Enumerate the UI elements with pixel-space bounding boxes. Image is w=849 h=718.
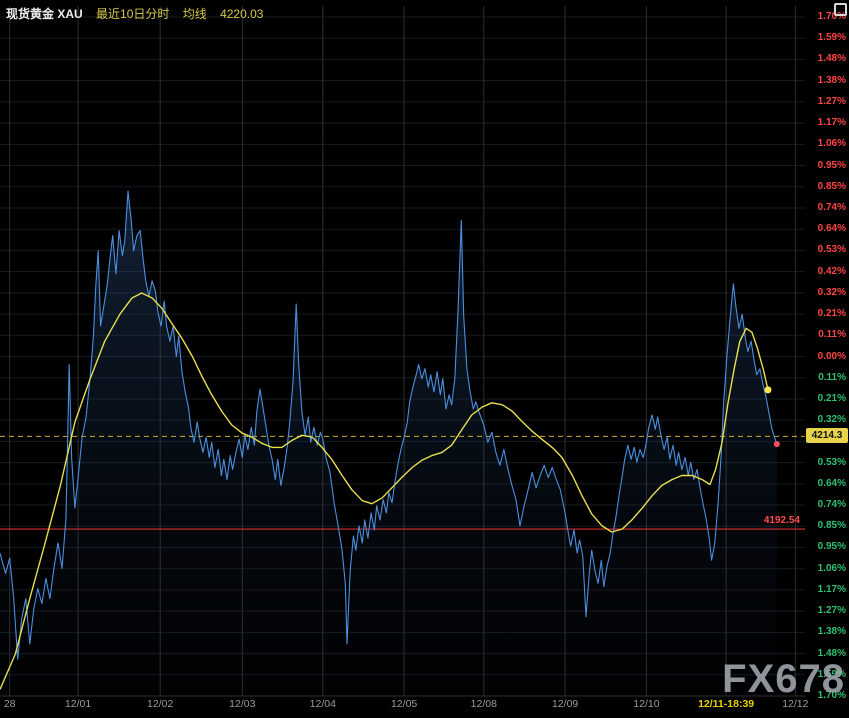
y-axis-tick: 0.21% [817, 392, 846, 404]
y-axis-tick: 0.11% [818, 329, 846, 341]
y-axis-tick: 0.53% [817, 244, 846, 256]
x-axis-date: 12/12 [782, 698, 809, 710]
y-axis-tick: 1.17% [817, 583, 846, 595]
y-axis-tick: 1.59% [817, 668, 846, 680]
y-axis-tick: 0.42% [817, 265, 846, 277]
ma-label: 均线 [182, 7, 207, 21]
price-area-fill [0, 191, 777, 696]
ma-value: 4220.03 [220, 7, 264, 21]
y-axis-tick: 1.38% [817, 626, 846, 638]
watermark: FX678 [722, 657, 845, 701]
y-axis-tick: 0.64% [817, 477, 846, 489]
x-axis-date: 12/01 [64, 698, 92, 710]
price-line [0, 190, 778, 660]
expand-icon[interactable] [834, 3, 847, 16]
y-axis-tick: 0.95% [817, 541, 846, 553]
x-axis-date: 12/05 [390, 698, 418, 710]
y-axis-tick: 1.48% [817, 53, 846, 65]
x-axis-date: 12/03 [229, 698, 256, 710]
y-axis-tick: 0.21% [817, 308, 846, 320]
symbol-label: 现货黄金 XAU [6, 7, 83, 21]
price-chart-canvas[interactable] [0, 0, 812, 718]
y-axis-tick: 1.06% [817, 562, 846, 574]
y-axis-tick: 1.17% [817, 117, 846, 129]
x-axis-current-time: 12/11-18:39 [698, 698, 755, 710]
y-axis-tick: 1.27% [817, 95, 846, 107]
price-dot [773, 441, 780, 448]
x-axis: 28 12/01 12/02 12/03 12/04 12/05 12/08 12/09 12/… [0, 698, 812, 714]
x-axis-date: 28 [3, 698, 16, 710]
y-axis-tick: 1.48% [817, 647, 846, 659]
level-price-label: 4192.54 [763, 515, 800, 527]
y-axis-tick: 0.74% [817, 499, 846, 511]
period-label: 最近10日分时 [96, 7, 170, 21]
x-axis-date: 12/09 [551, 698, 579, 710]
x-axis-date: 12/04 [309, 698, 336, 710]
current-price-badge: 4214.3 [806, 428, 848, 444]
y-axis: 1.70% 1.59% 1.48% 1.38% 1.27% 1.17% 1.06% 0.95%… [806, 0, 849, 718]
y-axis-tick: 0.85% [817, 520, 846, 532]
y-axis-tick: 1.27% [817, 605, 846, 617]
x-axis-date: 12/10 [633, 698, 660, 710]
y-axis-tick: 1.70% [817, 690, 846, 701]
y-axis-tick: 0.00% [817, 350, 846, 362]
y-axis-tick: 0.53% [817, 456, 846, 468]
y-axis-tick: 1.38% [817, 74, 846, 86]
y-axis-tick: 0.74% [817, 201, 846, 213]
y-axis-tick: 0.32% [817, 414, 846, 426]
y-axis-tick: 0.95% [817, 159, 846, 171]
y-axis-tick: 1.70% [817, 11, 846, 22]
y-axis-tick: 0.32% [817, 286, 846, 298]
y-axis-tick: 0.11% [818, 371, 846, 383]
x-axis-date: 12/08 [470, 698, 497, 710]
y-axis-tick: 1.59% [817, 32, 846, 44]
chart-legend: 现货黄金 XAU 最近10日分时 均线 4220.03 [6, 5, 273, 22]
ma-dot [764, 386, 772, 394]
y-axis-tick: 1.06% [817, 138, 846, 150]
y-axis-tick: 0.64% [817, 223, 846, 235]
ma-line [0, 292, 769, 690]
y-axis-tick: 0.85% [817, 180, 846, 192]
x-axis-date: 12/02 [147, 698, 174, 710]
